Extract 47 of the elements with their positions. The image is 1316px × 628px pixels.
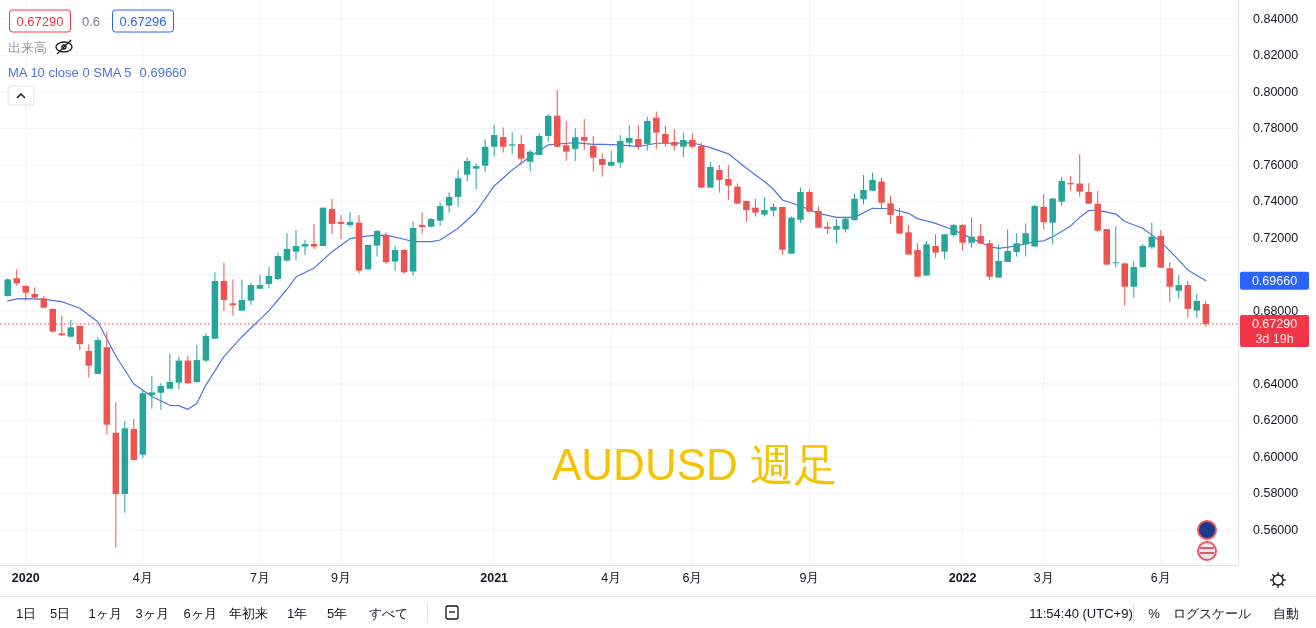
x-tick-label: 3月 xyxy=(1033,571,1054,585)
x-tick-label: 6月 xyxy=(1150,571,1171,585)
annotation: 0.67296 xyxy=(119,13,167,29)
y-tick-label: 0.84000 xyxy=(1253,11,1299,26)
text: 3d 19h xyxy=(1255,331,1294,346)
y-tick-label: 0.82000 xyxy=(1253,48,1299,63)
y-tick-label: 0.62000 xyxy=(1253,413,1299,428)
x-tick-label: 7月 xyxy=(249,571,270,585)
y-tick-label: 0.74000 xyxy=(1253,194,1299,209)
x-tick-label: 9月 xyxy=(331,571,352,585)
y-tick-label: 0.80000 xyxy=(1253,84,1299,99)
text: すべて xyxy=(368,605,408,621)
text: 自動 xyxy=(1273,605,1299,621)
text: % xyxy=(1148,605,1161,621)
text: 6ヶ月 xyxy=(183,605,217,621)
text: 年初来 xyxy=(228,605,268,621)
x-tick-label: 2020 xyxy=(11,571,40,585)
y-tick-label: 0.60000 xyxy=(1253,449,1299,464)
ref-line-label: 0.67290 xyxy=(1251,316,1298,331)
annotation: 出来高 xyxy=(8,39,47,55)
annotation: 0.67290 xyxy=(16,13,64,29)
x-tick-label: 6月 xyxy=(682,571,703,585)
text: 1日 xyxy=(15,605,37,621)
text: 5日 xyxy=(49,605,71,621)
text: 1ヶ月 xyxy=(88,605,122,621)
y-tick-label: 0.78000 xyxy=(1253,121,1299,136)
y-tick-label: 0.76000 xyxy=(1253,157,1299,172)
title: AUDUSD 週足 xyxy=(552,440,838,489)
x-tick-label: 9月 xyxy=(799,571,820,585)
y-tick-label: 0.56000 xyxy=(1253,522,1299,537)
x-tick-label: 4月 xyxy=(601,571,622,585)
x-tick-label: 2021 xyxy=(480,571,509,585)
x-tick-label: 2022 xyxy=(948,571,977,585)
text: MA 10 close 0 SMA 5 xyxy=(8,64,132,80)
annotation: 0.6 xyxy=(81,13,101,29)
annotation: 0.69660 xyxy=(139,64,187,80)
text: 11:54:40 (UTC+9) xyxy=(1029,605,1133,621)
text: 3ヶ月 xyxy=(135,605,169,621)
text: 0.69660 xyxy=(1251,273,1298,288)
y-tick-label: 0.72000 xyxy=(1253,230,1299,245)
y-tick-label: 0.64000 xyxy=(1253,376,1299,391)
x-tick-label: 4月 xyxy=(132,571,153,585)
text: 1年 xyxy=(286,605,308,621)
y-tick-label: 0.58000 xyxy=(1253,486,1299,501)
text: ログスケール xyxy=(1173,605,1251,621)
text: 5年 xyxy=(326,605,348,621)
y-tick-label: 0.68000 xyxy=(1253,303,1299,318)
